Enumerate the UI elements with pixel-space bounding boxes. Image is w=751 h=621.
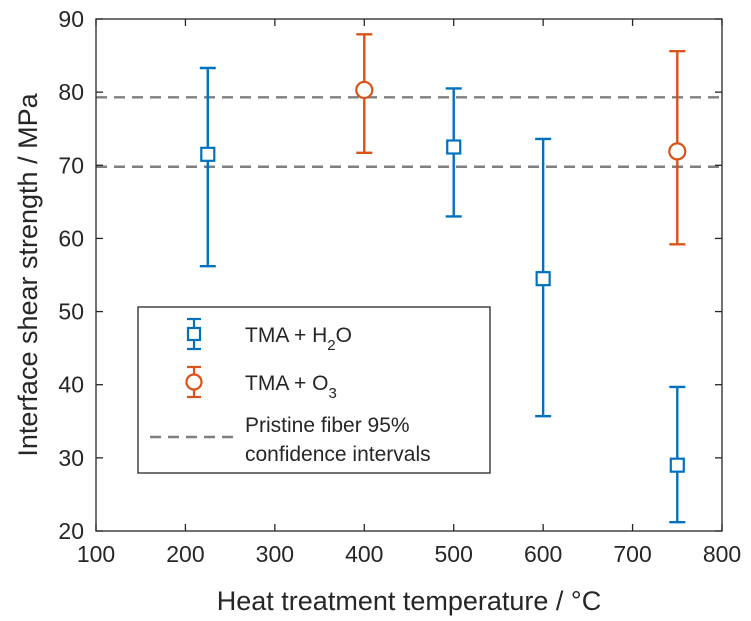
x-tick-label: 100 (77, 541, 115, 567)
y-tick-label: 20 (58, 518, 84, 544)
y-tick-label: 60 (58, 225, 84, 251)
y-tick-label: 40 (58, 372, 84, 398)
data-point-circle (355, 80, 374, 100)
x-tick-label: 400 (345, 541, 383, 567)
y-tick-label: 30 (58, 445, 84, 471)
plot-area (96, 33, 722, 524)
x-axis-label: Heat treatment temperature / °C (217, 586, 601, 616)
data-point-circle (668, 142, 687, 161)
legend-label-subscript: 3 (328, 385, 336, 402)
legend-label-tail: O (336, 324, 352, 347)
data-point-square (446, 139, 462, 155)
legend: TMA + H2O TMA + O3 Pristine fiber 95% confi… (137, 306, 491, 474)
x-tick-label: 700 (613, 541, 651, 567)
x-tick-label: 200 (166, 541, 204, 567)
x-tick-label: 500 (435, 541, 473, 567)
x-tick-label: 800 (703, 541, 741, 567)
axes-box (95, 18, 723, 532)
legend-label-reference-1: Pristine fiber 95% (245, 414, 410, 437)
y-tick-label: 50 (58, 299, 84, 325)
legend-marker-circle (185, 373, 203, 391)
legend-label-reference-2: confidence intervals (245, 443, 431, 466)
legend-marker-square (186, 326, 202, 342)
y-tick-label: 90 (58, 6, 84, 32)
axes: 100 200 300 400 500 600 700 800 20 30 40 50 60 70 80 90… (13, 6, 741, 616)
data-point-square (669, 457, 685, 473)
legend-label-subscript: 2 (327, 337, 335, 354)
y-axis-label: Interface shear strength / MPa (13, 92, 43, 456)
legend-label: TMA + H2O (245, 324, 352, 354)
x-tick-label: 300 (256, 541, 294, 567)
y-tick-label: 70 (58, 152, 84, 178)
legend-label-main: TMA + O (245, 372, 328, 395)
legend-label-main: TMA + H (245, 324, 327, 347)
data-point-square (535, 271, 551, 287)
y-tick-label: 80 (58, 79, 84, 105)
legend-label: TMA + O3 (245, 372, 337, 402)
x-tick-label: 600 (524, 541, 562, 567)
data-point-square (200, 146, 216, 162)
